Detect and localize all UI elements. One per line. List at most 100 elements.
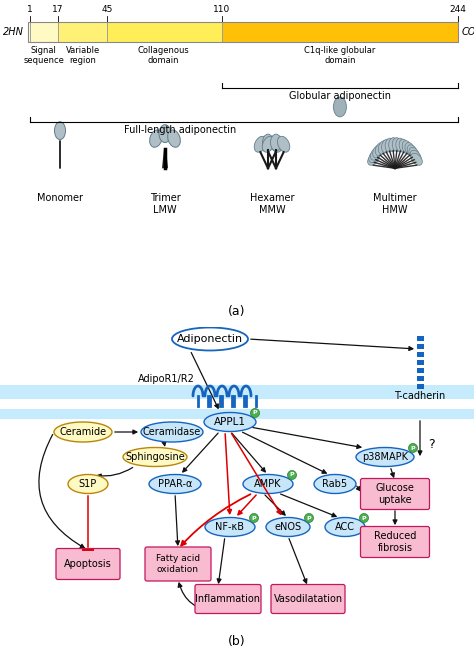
FancyBboxPatch shape <box>56 549 120 579</box>
Ellipse shape <box>254 136 266 152</box>
Text: 2HN: 2HN <box>3 27 24 37</box>
Ellipse shape <box>54 422 112 442</box>
Text: AdipoR1/R2: AdipoR1/R2 <box>137 374 194 384</box>
Text: p38MAPK: p38MAPK <box>362 452 408 462</box>
Text: Multimer
HMW: Multimer HMW <box>373 193 417 215</box>
Ellipse shape <box>149 475 201 494</box>
Ellipse shape <box>333 97 346 117</box>
FancyBboxPatch shape <box>195 585 261 613</box>
Bar <box>417 336 424 341</box>
Ellipse shape <box>373 145 383 158</box>
Text: P: P <box>362 515 366 521</box>
Ellipse shape <box>385 138 394 152</box>
Ellipse shape <box>141 422 203 442</box>
Ellipse shape <box>371 147 381 160</box>
Bar <box>222 22 458 42</box>
Ellipse shape <box>375 143 385 156</box>
Text: Ceramide: Ceramide <box>59 427 107 437</box>
Text: ?: ? <box>428 438 435 451</box>
Ellipse shape <box>263 134 273 151</box>
Text: Fatty acid
oxidation: Fatty acid oxidation <box>156 555 200 574</box>
Text: Rab5: Rab5 <box>322 479 347 489</box>
Text: 17: 17 <box>52 5 64 14</box>
Text: P: P <box>307 515 311 521</box>
Text: Globular adiponectin: Globular adiponectin <box>289 91 391 101</box>
Ellipse shape <box>369 150 380 163</box>
Ellipse shape <box>277 136 290 152</box>
Text: Apoptosis: Apoptosis <box>64 559 112 569</box>
Text: APPL1: APPL1 <box>214 417 246 427</box>
Text: P: P <box>253 411 257 415</box>
Text: (b): (b) <box>228 635 246 648</box>
Ellipse shape <box>407 145 417 158</box>
Ellipse shape <box>409 147 419 160</box>
Text: Collagenous
domain: Collagenous domain <box>138 46 190 65</box>
Bar <box>30 22 58 42</box>
Text: COOH: COOH <box>462 27 474 37</box>
Text: PPAR-α: PPAR-α <box>158 479 192 489</box>
FancyBboxPatch shape <box>271 585 345 613</box>
Text: Glucose
uptake: Glucose uptake <box>375 483 414 505</box>
Text: Ceramidase: Ceramidase <box>143 427 201 437</box>
Ellipse shape <box>150 130 163 147</box>
Polygon shape <box>162 148 168 168</box>
Text: S1P: S1P <box>79 479 97 489</box>
Text: P: P <box>252 515 256 521</box>
Ellipse shape <box>159 125 171 143</box>
Text: 45: 45 <box>101 5 113 14</box>
Ellipse shape <box>410 150 421 163</box>
Ellipse shape <box>392 138 401 152</box>
Ellipse shape <box>168 130 180 147</box>
Text: NF-κB: NF-κB <box>216 522 245 532</box>
Ellipse shape <box>304 513 313 523</box>
Ellipse shape <box>359 513 368 523</box>
Ellipse shape <box>288 470 297 479</box>
Ellipse shape <box>402 141 412 154</box>
Ellipse shape <box>205 517 255 536</box>
Text: T-cadherin: T-cadherin <box>394 391 446 401</box>
Text: Vasodilatation: Vasodilatation <box>273 594 343 604</box>
Ellipse shape <box>356 447 414 466</box>
Ellipse shape <box>396 138 405 152</box>
Bar <box>417 384 424 389</box>
Text: P: P <box>290 472 294 477</box>
Ellipse shape <box>314 475 356 494</box>
Ellipse shape <box>250 409 259 417</box>
Bar <box>28 22 458 42</box>
Ellipse shape <box>249 513 258 523</box>
Text: Signal
sequence: Signal sequence <box>23 46 64 65</box>
Ellipse shape <box>389 138 398 152</box>
FancyBboxPatch shape <box>145 547 211 581</box>
Ellipse shape <box>382 139 391 153</box>
Bar <box>417 344 424 349</box>
Text: C1q-like globular
domain: C1q-like globular domain <box>304 46 375 65</box>
Text: (a): (a) <box>228 305 246 318</box>
Text: Sphingosine: Sphingosine <box>125 452 185 462</box>
Bar <box>0 409 474 419</box>
Text: Trimer
LMW: Trimer LMW <box>150 193 181 215</box>
Text: P: P <box>410 445 415 451</box>
Bar <box>107 22 222 42</box>
Text: 244: 244 <box>449 5 466 14</box>
Bar <box>58 22 107 42</box>
Bar <box>417 368 424 373</box>
Ellipse shape <box>172 328 248 351</box>
Text: Adiponectin: Adiponectin <box>177 334 243 344</box>
Text: Reduced
fibrosis: Reduced fibrosis <box>374 531 416 553</box>
Bar <box>417 360 424 365</box>
FancyBboxPatch shape <box>361 526 429 557</box>
Text: Inflammation: Inflammation <box>195 594 261 604</box>
Text: Full-length adiponectin: Full-length adiponectin <box>124 125 236 135</box>
FancyBboxPatch shape <box>361 479 429 509</box>
Text: AMPK: AMPK <box>254 479 282 489</box>
Ellipse shape <box>409 443 418 453</box>
Ellipse shape <box>68 475 108 494</box>
Text: 1: 1 <box>27 5 33 14</box>
Ellipse shape <box>271 134 282 151</box>
Ellipse shape <box>204 413 256 432</box>
Bar <box>417 376 424 381</box>
Text: 110: 110 <box>213 5 230 14</box>
Text: Monomer: Monomer <box>37 193 83 203</box>
Ellipse shape <box>55 122 65 139</box>
Ellipse shape <box>378 141 388 154</box>
